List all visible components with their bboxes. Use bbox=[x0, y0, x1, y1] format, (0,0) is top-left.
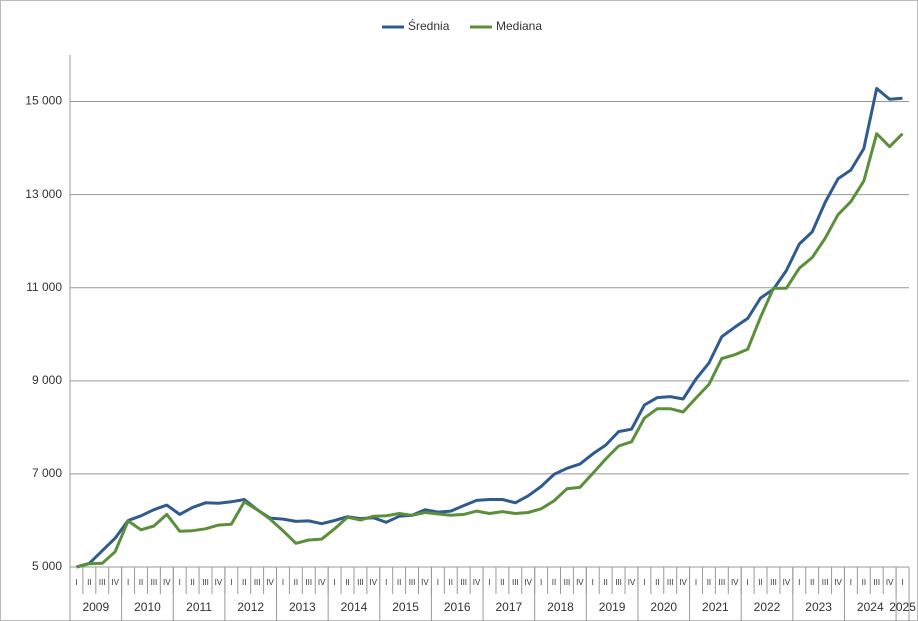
x-tick-label: I bbox=[333, 578, 335, 587]
x-tick-label: II bbox=[87, 578, 91, 587]
year-label: 2025 bbox=[889, 600, 916, 614]
x-tick-label: III bbox=[512, 578, 519, 587]
x-tick-label: I bbox=[643, 578, 645, 587]
series-line bbox=[76, 132, 904, 569]
x-tick-label: IV bbox=[679, 578, 687, 587]
year-label: 2017 bbox=[496, 600, 523, 614]
year-label: 2014 bbox=[341, 600, 368, 614]
year-label: 2015 bbox=[392, 600, 419, 614]
x-tick-label: IV bbox=[886, 578, 894, 587]
x-tick-label: I bbox=[901, 578, 903, 587]
x-tick-label: IV bbox=[370, 578, 378, 587]
year-label: 2016 bbox=[444, 600, 471, 614]
x-tick-label: II bbox=[345, 578, 349, 587]
x-tick-label: I bbox=[695, 578, 697, 587]
x-tick-label: IV bbox=[783, 578, 791, 587]
x-tick-label: I bbox=[282, 578, 284, 587]
x-tick-label: IV bbox=[215, 578, 223, 587]
x-tick-label: I bbox=[179, 578, 181, 587]
x-tick-label: III bbox=[202, 578, 209, 587]
x-tick-label: IV bbox=[731, 578, 739, 587]
x-tick-label: I bbox=[798, 578, 800, 587]
x-tick-label: IV bbox=[266, 578, 274, 587]
x-tick-label: I bbox=[592, 578, 594, 587]
x-tick-label: I bbox=[75, 578, 77, 587]
x-tick-label: IV bbox=[834, 578, 842, 587]
year-label: 2024 bbox=[857, 600, 884, 614]
x-tick-label: IV bbox=[163, 578, 171, 587]
y-tick-label: 5 000 bbox=[32, 559, 62, 573]
x-tick-label: II bbox=[862, 578, 866, 587]
y-tick-label: 7 000 bbox=[32, 466, 62, 480]
x-tick-label: III bbox=[873, 578, 880, 587]
x-tick-label: I bbox=[127, 578, 129, 587]
year-label: 2010 bbox=[134, 600, 161, 614]
y-tick-label: 13 000 bbox=[25, 187, 62, 201]
x-tick-label: IV bbox=[111, 578, 119, 587]
year-label: 2012 bbox=[237, 600, 264, 614]
x-tick-label: I bbox=[540, 578, 542, 587]
x-tick-label: I bbox=[747, 578, 749, 587]
legend-label: Średnia bbox=[408, 18, 450, 33]
x-tick-label: III bbox=[615, 578, 622, 587]
x-tick-label: III bbox=[99, 578, 106, 587]
x-tick-label: III bbox=[305, 578, 312, 587]
x-tick-label: III bbox=[151, 578, 158, 587]
year-label: 2011 bbox=[186, 600, 212, 614]
x-tick-label: III bbox=[822, 578, 829, 587]
x-tick-label: II bbox=[810, 578, 814, 587]
x-tick-label: II bbox=[449, 578, 453, 587]
x-tick-label: I bbox=[488, 578, 490, 587]
x-tick-label: II bbox=[500, 578, 504, 587]
year-label: 2020 bbox=[650, 600, 677, 614]
x-tick-label: I bbox=[850, 578, 852, 587]
x-tick-label: II bbox=[707, 578, 711, 587]
year-label: 2022 bbox=[754, 600, 781, 614]
x-tick-label: III bbox=[667, 578, 674, 587]
year-label: 2019 bbox=[599, 600, 626, 614]
y-tick-label: 11 000 bbox=[26, 280, 62, 294]
year-label: 2021 bbox=[702, 600, 729, 614]
x-tick-label: II bbox=[190, 578, 194, 587]
x-tick-label: I bbox=[385, 578, 387, 587]
year-label: 2018 bbox=[547, 600, 574, 614]
x-tick-label: IV bbox=[628, 578, 636, 587]
x-tick-label: III bbox=[357, 578, 364, 587]
x-tick-label: III bbox=[460, 578, 467, 587]
x-tick-label: III bbox=[770, 578, 777, 587]
x-tick-label: II bbox=[294, 578, 298, 587]
x-tick-label: III bbox=[564, 578, 571, 587]
x-tick-label: IV bbox=[318, 578, 326, 587]
x-tick-label: II bbox=[603, 578, 607, 587]
x-tick-label: II bbox=[552, 578, 556, 587]
x-tick-label: II bbox=[242, 578, 246, 587]
year-label: 2009 bbox=[82, 600, 109, 614]
x-tick-label: II bbox=[397, 578, 401, 587]
x-tick-label: IV bbox=[421, 578, 429, 587]
legend-label: Mediana bbox=[496, 19, 542, 33]
x-tick-label: IV bbox=[576, 578, 584, 587]
x-tick-label: II bbox=[758, 578, 762, 587]
x-tick-label: IV bbox=[473, 578, 481, 587]
x-tick-label: III bbox=[719, 578, 726, 587]
x-tick-label: II bbox=[655, 578, 659, 587]
y-tick-label: 9 000 bbox=[32, 373, 62, 387]
year-label: 2013 bbox=[289, 600, 316, 614]
series-line bbox=[76, 87, 903, 569]
year-label: 2023 bbox=[805, 600, 832, 614]
x-tick-label: I bbox=[437, 578, 439, 587]
x-tick-label: II bbox=[139, 578, 143, 587]
x-tick-label: III bbox=[254, 578, 261, 587]
x-tick-label: III bbox=[409, 578, 416, 587]
x-tick-label: I bbox=[230, 578, 232, 587]
y-tick-label: 15 000 bbox=[25, 94, 62, 108]
x-tick-label: IV bbox=[524, 578, 532, 587]
